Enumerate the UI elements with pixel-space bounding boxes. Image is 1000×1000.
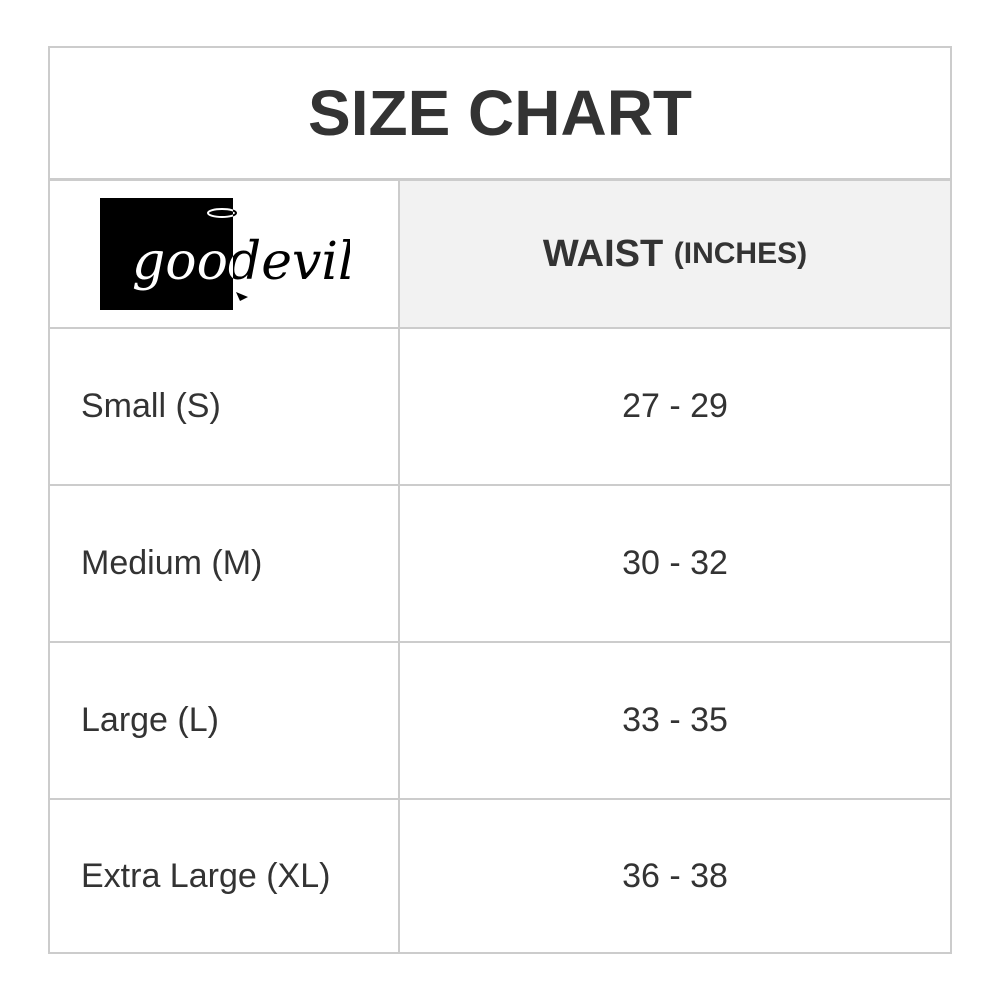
table-row: Small (S) 27 - 29 <box>50 329 950 486</box>
waist-cell: 33 - 35 <box>622 701 728 739</box>
size-cell: Medium (M) <box>50 486 400 641</box>
size-chart-table: SIZE CHART goodevil WAIST (INCHES) Small… <box>48 46 952 954</box>
header-row: goodevil WAIST (INCHES) <box>50 181 950 329</box>
brand-logo-cell: goodevil <box>50 181 400 327</box>
chart-title: SIZE CHART <box>50 48 950 181</box>
table-row: Extra Large (XL) 36 - 38 <box>50 800 950 952</box>
size-cell: Small (S) <box>50 329 400 484</box>
waist-cell: 30 - 32 <box>622 544 728 582</box>
waist-label: WAIST <box>542 232 664 275</box>
waist-header: WAIST (INCHES) <box>400 181 950 327</box>
waist-cell: 36 - 38 <box>622 856 728 895</box>
logo-wordmark: goodevil <box>132 232 350 292</box>
waist-cell: 27 - 29 <box>622 387 728 425</box>
table-row: Large (L) 33 - 35 <box>50 643 950 800</box>
size-cell: Large (L) <box>50 643 400 798</box>
goodevil-logo: goodevil <box>100 197 350 310</box>
unit-label: (INCHES) <box>673 237 808 270</box>
table-row: Medium (M) 30 - 32 <box>50 486 950 643</box>
size-cell: Extra Large (XL) <box>50 800 400 952</box>
